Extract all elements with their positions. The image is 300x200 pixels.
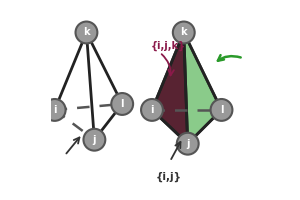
- Polygon shape: [152, 32, 188, 144]
- Circle shape: [83, 129, 105, 151]
- Circle shape: [141, 99, 163, 121]
- Polygon shape: [184, 32, 221, 144]
- Circle shape: [76, 22, 98, 43]
- Text: i: i: [150, 105, 154, 115]
- Text: {i,j,k}: {i,j,k}: [151, 40, 186, 51]
- Circle shape: [173, 22, 195, 43]
- Text: i: i: [53, 105, 56, 115]
- Text: l: l: [220, 105, 223, 115]
- Circle shape: [211, 99, 232, 121]
- Text: {i,j}: {i,j}: [156, 171, 182, 182]
- Text: k: k: [83, 27, 90, 37]
- Text: l: l: [120, 99, 124, 109]
- Text: j: j: [186, 139, 190, 149]
- Text: k: k: [181, 27, 187, 37]
- Text: j: j: [93, 135, 96, 145]
- Circle shape: [44, 99, 66, 121]
- Circle shape: [177, 133, 199, 155]
- Circle shape: [111, 93, 133, 115]
